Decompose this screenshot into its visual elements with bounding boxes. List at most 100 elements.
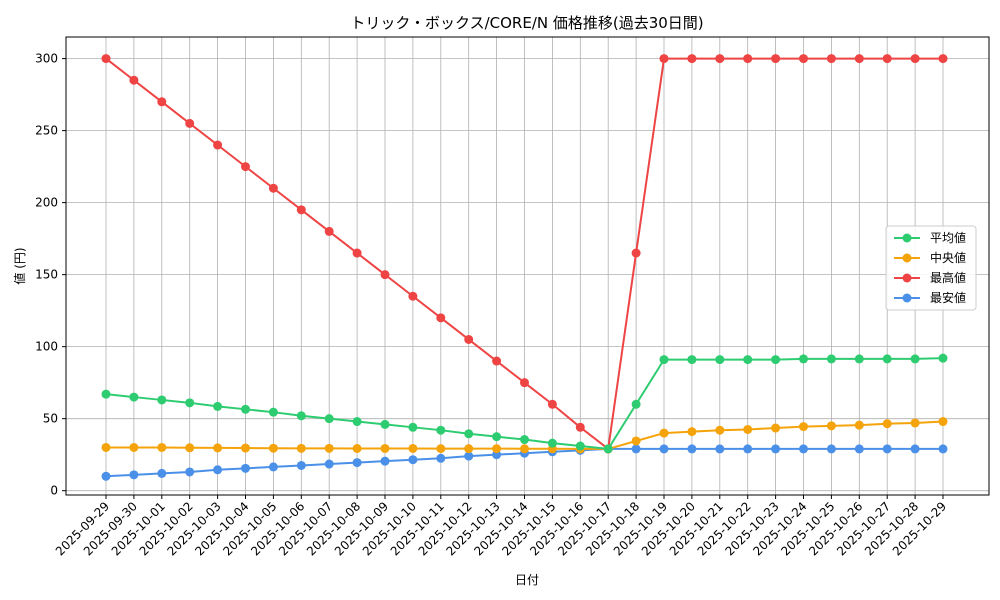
data-point [464, 444, 474, 454]
data-point [129, 392, 139, 402]
data-point [771, 355, 781, 365]
data-point [854, 444, 864, 454]
data-point [408, 443, 418, 453]
data-point [436, 453, 446, 463]
data-point [296, 411, 306, 421]
data-point [296, 460, 306, 470]
series-1 [101, 417, 948, 454]
data-point [213, 465, 223, 475]
chart-title: トリック・ボックス/CORE/N 価格推移(過去30日間) [350, 14, 703, 32]
y-tick-label: 150 [35, 268, 58, 282]
data-point [715, 355, 725, 365]
data-point [185, 118, 195, 128]
legend-item: 最安値 [894, 290, 966, 305]
data-point [101, 471, 111, 481]
data-point [324, 459, 334, 469]
legend-box [885, 225, 977, 311]
data-point [185, 398, 195, 408]
data-point [324, 443, 334, 453]
data-point [603, 444, 613, 454]
data-point [687, 427, 697, 437]
data-point [938, 417, 948, 427]
data-point [854, 54, 864, 64]
data-point [882, 419, 892, 429]
legend-swatch-marker [902, 233, 912, 243]
data-point [213, 401, 223, 411]
data-point [324, 226, 334, 236]
data-point [380, 270, 390, 280]
x-axis: 2025-09-292025-09-302025-10-012025-10-02… [53, 495, 949, 558]
data-point [575, 441, 585, 451]
data-point [659, 355, 669, 365]
data-point [659, 54, 669, 64]
data-point [743, 424, 753, 434]
data-point [771, 54, 781, 64]
data-point [241, 162, 250, 172]
data-point [129, 75, 139, 85]
data-point [352, 248, 362, 258]
y-axis-label: 値 (円) [12, 247, 27, 284]
data-point [854, 420, 864, 430]
data-point [743, 355, 753, 365]
data-point [464, 334, 474, 344]
legend-item: 平均値 [894, 230, 966, 245]
data-point [157, 395, 167, 405]
y-tick-label: 50 [43, 412, 58, 426]
data-point [436, 425, 446, 435]
y-tick-label: 0 [50, 484, 58, 498]
data-point [101, 442, 111, 452]
data-point [826, 354, 836, 364]
legend-item: 中央値 [894, 250, 966, 265]
data-point [910, 354, 920, 364]
data-point [520, 435, 529, 445]
plot-frame [65, 36, 990, 496]
data-point [296, 443, 306, 453]
data-point [799, 54, 808, 64]
data-point [157, 468, 167, 478]
data-point [241, 463, 250, 473]
data-point [492, 444, 502, 454]
data-point [882, 54, 892, 64]
data-point [268, 462, 278, 472]
data-point [882, 444, 892, 454]
data-point [826, 421, 836, 431]
data-point [241, 443, 250, 453]
data-point [743, 444, 753, 454]
data-point [408, 455, 418, 465]
data-point [771, 444, 781, 454]
y-tick-label: 250 [35, 124, 58, 138]
data-point [101, 54, 111, 64]
data-point [575, 422, 585, 432]
data-point [547, 438, 557, 448]
data-point [352, 443, 362, 453]
data-point [492, 432, 502, 442]
data-point [687, 355, 697, 365]
series-layer [101, 54, 948, 481]
data-point [799, 354, 808, 364]
data-point [799, 422, 808, 432]
data-point [213, 140, 223, 150]
legend-label: 最安値 [930, 290, 966, 305]
x-axis-label: 日付 [515, 573, 539, 587]
data-point [213, 443, 223, 453]
data-point [520, 444, 529, 454]
data-point [547, 399, 557, 409]
data-point [771, 423, 781, 433]
data-point [185, 443, 195, 453]
y-tick-label: 200 [35, 196, 58, 210]
data-point [631, 444, 641, 454]
data-point [408, 291, 418, 301]
data-point [268, 183, 278, 193]
legend-swatch-marker [902, 293, 912, 303]
data-point [882, 354, 892, 364]
data-point [938, 353, 948, 363]
data-point [129, 442, 139, 452]
legend-swatch-marker [902, 253, 912, 263]
data-point [854, 354, 864, 364]
data-point [910, 54, 920, 64]
data-point [910, 444, 920, 454]
data-point [352, 458, 362, 468]
data-point [352, 417, 362, 427]
series-0 [101, 353, 948, 454]
y-tick-label: 300 [35, 52, 58, 66]
